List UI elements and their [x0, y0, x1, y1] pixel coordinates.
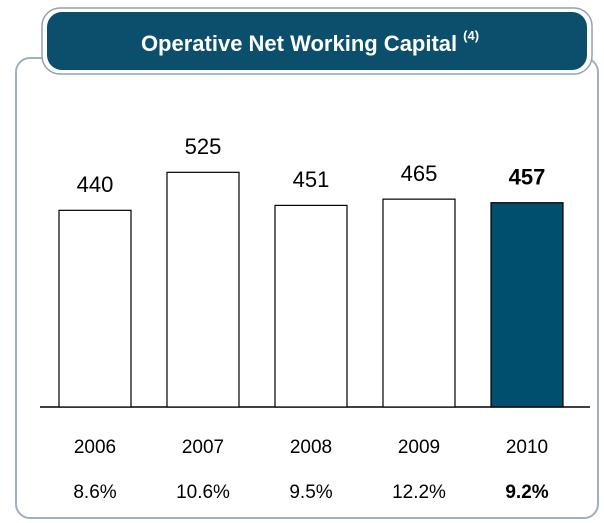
chart-title: Operative Net Working Capital (4) — [141, 28, 479, 55]
x-tick-label: 2010 — [506, 437, 548, 458]
value-label: 457 — [509, 165, 546, 190]
bar — [166, 171, 240, 408]
x-tick-label: 2008 — [290, 437, 332, 458]
ratio-label: 10.6% — [176, 482, 230, 503]
bar — [58, 209, 132, 408]
ratio-label: 9.5% — [289, 482, 332, 503]
ratio-label: 9.2% — [505, 482, 548, 503]
value-label: 451 — [293, 167, 330, 192]
bar — [490, 202, 564, 408]
title-note: (4) — [463, 28, 479, 43]
bar — [274, 204, 348, 408]
value-label: 465 — [401, 161, 438, 186]
title-box — [47, 12, 587, 70]
x-tick-label: 2009 — [398, 437, 440, 458]
value-label: 525 — [185, 134, 222, 159]
ratio-label: 12.2% — [392, 482, 446, 503]
x-tick-label: 2006 — [74, 437, 116, 458]
bar — [382, 198, 456, 408]
x-tick-label: 2007 — [182, 437, 224, 458]
title-text: Operative Net Working Capital — [141, 31, 457, 56]
ratio-label: 8.6% — [73, 482, 116, 503]
value-label: 440 — [77, 172, 114, 197]
